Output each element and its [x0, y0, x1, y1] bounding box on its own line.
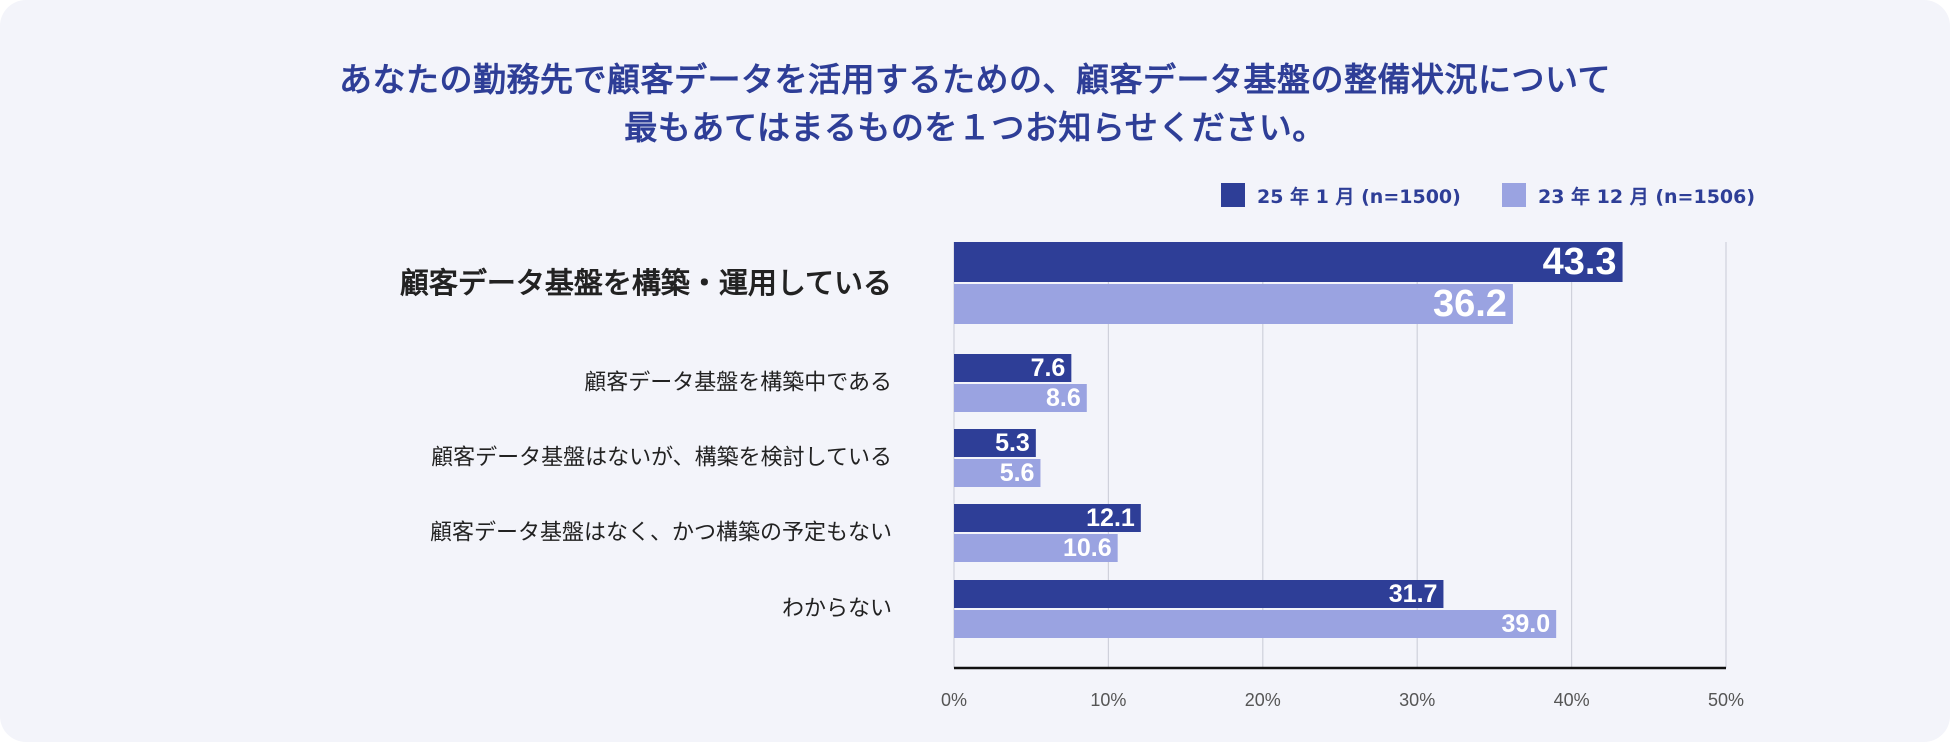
bar-s1-c0	[954, 284, 1513, 324]
bar-s0-c4	[954, 580, 1444, 608]
legend-item-2025-jan: 25 年 1 月 (n=1500)	[1221, 181, 1461, 209]
chart-title-line-1: あなたの勤務先で顧客データを活用するための、顧客データ基盤の整備状況について	[338, 60, 1611, 99]
data-label-s0-c1: 7.6	[1031, 354, 1066, 382]
legend-swatch-2025-jan	[1221, 183, 1245, 207]
data-label-s1-c2: 5.6	[1000, 459, 1035, 487]
data-label-s1-c4: 39.0	[1501, 610, 1550, 638]
category-label-4: わからない	[782, 597, 892, 622]
category-label-0: 顧客データ基盤を構築・運用している	[400, 266, 892, 300]
bar-s0-c2	[954, 429, 1036, 457]
bar-s1-c1	[954, 384, 1087, 412]
category-label-1: 顧客データ基盤を構築中である	[584, 371, 892, 396]
bar-s0-c3	[954, 504, 1141, 532]
category-label-2: 顧客データ基盤はないが、構築を検討している	[431, 446, 892, 471]
bar-s1-c2	[954, 459, 1041, 487]
x-tick-label-10: 10%	[1090, 690, 1126, 710]
legend-item-2023-dec: 23 年 12 月 (n=1506)	[1502, 181, 1755, 209]
data-label-s0-c0: 43.3	[1543, 241, 1617, 283]
x-tick-label-0: 0%	[941, 690, 967, 710]
legend-swatch-2023-dec	[1502, 183, 1526, 207]
chart-title-line-2: 最もあてはまるものを１つお知らせください。	[624, 108, 1326, 147]
data-label-s0-c3: 12.1	[1086, 504, 1135, 532]
data-label-s1-c1: 8.6	[1046, 384, 1081, 412]
x-tick-label-50: 50%	[1708, 690, 1744, 710]
data-label-s1-c0: 36.2	[1433, 283, 1507, 325]
data-label-s1-c3: 10.6	[1063, 534, 1112, 562]
bar-s0-c0	[954, 242, 1623, 282]
bar-s1-c3	[954, 534, 1118, 562]
x-tick-label-40: 40%	[1554, 690, 1590, 710]
legend-label-2023-dec: 23 年 12 月 (n=1506)	[1538, 185, 1756, 208]
x-tick-label-20: 20%	[1245, 690, 1281, 710]
legend-label-2025-jan: 25 年 1 月 (n=1500)	[1257, 185, 1461, 208]
data-label-s0-c4: 31.7	[1389, 580, 1438, 608]
x-tick-label-30: 30%	[1399, 690, 1435, 710]
data-label-s0-c2: 5.3	[995, 429, 1030, 457]
bar-s0-c1	[954, 354, 1072, 382]
category-label-3: 顧客データ基盤はなく、かつ構築の予定もない	[430, 521, 892, 546]
bar-s1-c4	[954, 610, 1557, 638]
